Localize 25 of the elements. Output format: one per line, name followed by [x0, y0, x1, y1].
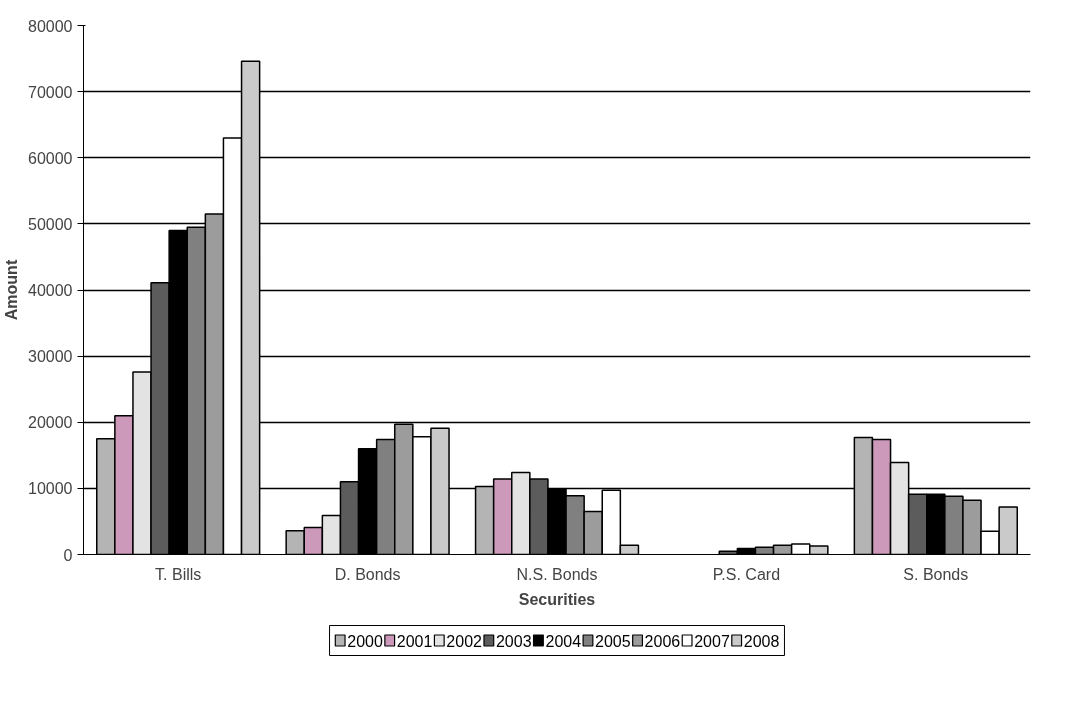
legend-label: 2008: [743, 632, 780, 650]
y-tick-label: 80000: [28, 17, 73, 35]
y-tick-label: 0: [63, 546, 73, 564]
legend-label: 2001: [396, 632, 433, 650]
x-tick-label: P.S. Card: [712, 565, 781, 583]
legend-label: 2004: [545, 632, 582, 650]
y-tick-label: 10000: [28, 480, 73, 498]
x-axis-title: Securities: [518, 590, 596, 608]
legend-label: 2000: [347, 632, 383, 650]
y-axis-title: Amount: [3, 259, 21, 321]
legend-label: 2003: [495, 632, 532, 650]
y-tick-label: 70000: [28, 83, 73, 101]
y-tick-label: 50000: [28, 215, 73, 233]
x-tick-label: S. Bonds: [903, 565, 969, 583]
legend-label: 2005: [595, 632, 631, 650]
y-tick-label: 40000: [28, 282, 73, 299]
x-tick-label: D. Bonds: [334, 565, 401, 583]
y-tick-label: 30000: [28, 348, 73, 366]
y-tick-label: 60000: [28, 149, 73, 167]
legend-label: 2006: [644, 632, 681, 650]
legend-label: 2007: [694, 632, 730, 650]
y-tick-label: 20000: [28, 414, 73, 432]
x-tick-label: T. Bills: [155, 565, 202, 583]
x-tick-label: N.S. Bonds: [516, 565, 598, 583]
legend-label: 2002: [446, 632, 483, 650]
